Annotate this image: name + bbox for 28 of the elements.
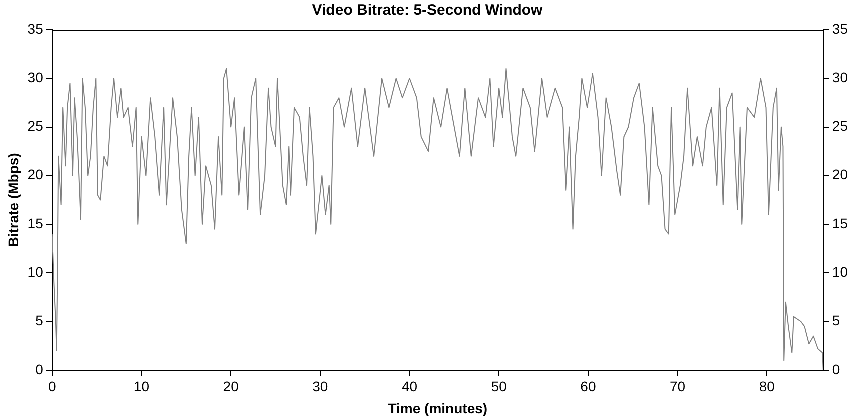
y2-tick-label: 0 bbox=[832, 361, 840, 378]
y2-tick-label: 10 bbox=[832, 264, 848, 280]
y-axis-title: Bitrate (Mbps) bbox=[5, 153, 22, 248]
y-tick-label: 20 bbox=[28, 166, 44, 183]
y-tick-label: 0 bbox=[36, 361, 44, 378]
x-tick-label: 0 bbox=[48, 378, 56, 395]
x-tick-label: 70 bbox=[670, 378, 686, 395]
y-tick-label: 30 bbox=[28, 69, 44, 86]
y2-tick-label: 15 bbox=[832, 215, 848, 232]
y-tick-label: 35 bbox=[28, 20, 44, 37]
y-tick-label: 25 bbox=[28, 118, 44, 134]
chart-title: Video Bitrate: 5-Second Window bbox=[312, 2, 544, 20]
x-tick-label: 60 bbox=[580, 378, 596, 395]
y2-tick-label: 5 bbox=[832, 312, 840, 329]
y2-tick-label: 25 bbox=[832, 118, 848, 134]
x-tick-label: 10 bbox=[134, 378, 150, 395]
y-tick-label: 10 bbox=[28, 264, 44, 280]
y2-tick-label: 30 bbox=[832, 69, 848, 86]
x-axis-title: Time (minutes) bbox=[388, 400, 488, 416]
x-tick-label: 80 bbox=[759, 378, 776, 395]
x-tick-label: 50 bbox=[491, 378, 508, 395]
x-tick-label: 30 bbox=[312, 378, 328, 395]
x-tick-label: 40 bbox=[402, 378, 418, 395]
y2-tick-label: 20 bbox=[832, 166, 848, 183]
y-tick-label: 5 bbox=[36, 312, 44, 329]
y-tick-label: 15 bbox=[28, 215, 44, 232]
y2-tick-label: 35 bbox=[832, 20, 848, 37]
x-tick-label: 20 bbox=[223, 378, 240, 395]
